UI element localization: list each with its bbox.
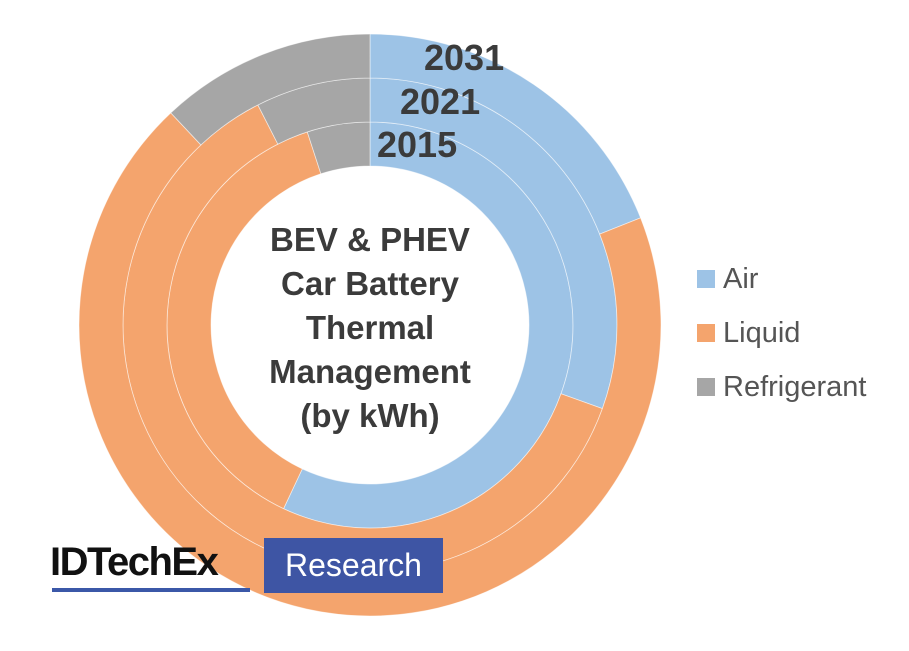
legend: Air Liquid Refrigerant — [697, 252, 866, 414]
legend-item-air: Air — [697, 252, 866, 306]
legend-label: Refrigerant — [723, 370, 867, 403]
title-line: Car Battery — [281, 265, 459, 302]
legend-item-liquid: Liquid — [697, 306, 866, 360]
brand-name: IDTechEx — [50, 540, 219, 584]
legend-label: Air — [723, 262, 759, 295]
segment-2031-liquid — [78, 112, 662, 617]
title-line: (by kWh) — [300, 397, 440, 434]
legend-item-refrigerant: Refrigerant — [697, 360, 866, 414]
ring-label-2015: 2015 — [377, 124, 458, 165]
chart-title: BEV & PHEV Car Battery Thermal Managemen… — [240, 218, 500, 438]
liquid-swatch-icon — [697, 324, 715, 342]
brand-tag: Research — [264, 538, 443, 593]
refrigerant-swatch-icon — [697, 378, 715, 396]
air-swatch-icon — [697, 270, 715, 288]
ring-label-2021: 2021 — [400, 81, 481, 122]
title-line: Management — [269, 353, 471, 390]
brand-underline — [52, 588, 250, 592]
segment-2031-refrigerant — [170, 33, 371, 146]
title-line: Thermal — [305, 309, 435, 346]
legend-label: Liquid — [723, 316, 801, 349]
ring-label-2031: 2031 — [424, 37, 505, 78]
title-line: BEV & PHEV — [270, 221, 470, 258]
